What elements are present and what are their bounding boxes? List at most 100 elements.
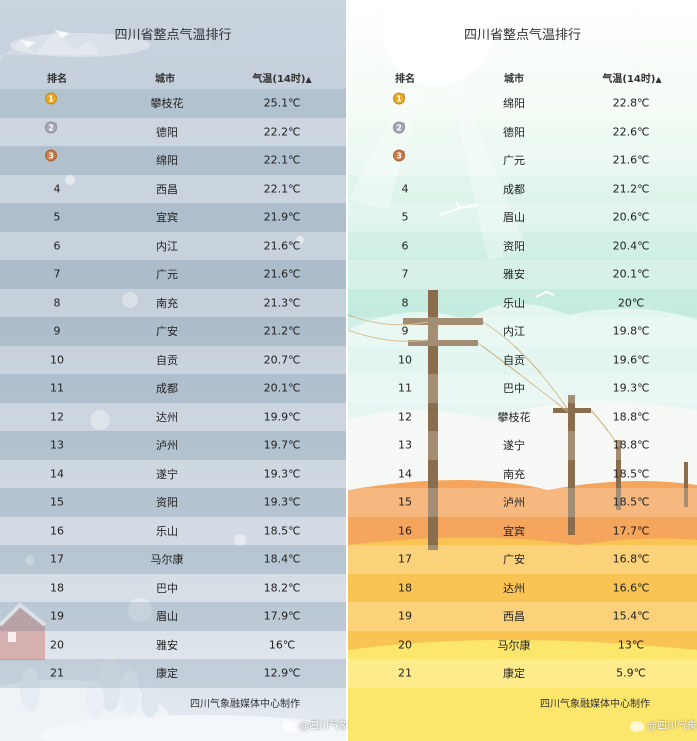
- temperature-value: 18.8℃: [612, 438, 650, 452]
- rank-number: 2: [45, 121, 57, 134]
- rank-number: 6: [401, 239, 409, 253]
- temperature-value: 19.8℃: [612, 324, 650, 338]
- city-column-header: 城市: [504, 74, 524, 85]
- rank-number: 19: [50, 609, 64, 623]
- table-row: 1 绵阳 22.8℃: [348, 89, 697, 118]
- table-row: 11 巴中 19.3℃: [348, 374, 697, 403]
- sort-up-icon: ▲: [305, 75, 312, 84]
- city-name: 雅安: [503, 268, 525, 282]
- weibo-icon: [282, 720, 296, 732]
- right-ranking-panel: 四川省整点气温排行 排名 城市 气温(14时)▲ 1 绵阳 22.8℃ 2 德阳 22.6…: [348, 0, 697, 741]
- city-name: 广安: [503, 553, 525, 567]
- rank-number: 20: [398, 638, 412, 652]
- table-row: 6 资阳 20.4℃: [348, 232, 697, 261]
- rank-number: 14: [398, 467, 412, 481]
- city-name: 绵阳: [503, 97, 525, 111]
- temperature-value: 16℃: [268, 638, 296, 652]
- rank-number: 15: [50, 495, 64, 509]
- temperature-value: 21.6℃: [263, 239, 301, 253]
- city-name: 马尔康: [150, 553, 184, 567]
- temperature-value: 22.2℃: [263, 125, 301, 139]
- city-name: 康定: [503, 667, 525, 681]
- medal-badge: 2: [393, 121, 411, 139]
- rank-number: 12: [50, 410, 64, 424]
- table-row: 12 达州 19.9℃: [0, 402, 346, 431]
- temperature-value: 20.6℃: [612, 210, 650, 224]
- rank-number: 5: [401, 210, 409, 224]
- temperature-value: 21.2℃: [263, 324, 301, 338]
- rank-number: 8: [53, 296, 61, 310]
- city-name: 资阳: [156, 496, 178, 510]
- temperature-value: 21.9℃: [263, 210, 301, 224]
- table-row: 10 自贡 19.6℃: [348, 346, 697, 375]
- temperature-value: 20.7℃: [263, 353, 301, 367]
- city-name: 绵阳: [156, 154, 178, 168]
- table-row: 9 广安 21.2℃: [0, 317, 346, 346]
- city-name: 广安: [156, 325, 178, 339]
- temperature-value: 19.3℃: [263, 467, 301, 481]
- temp-column-header[interactable]: 气温(14时)▲: [252, 70, 311, 85]
- table-row: 16 乐山 18.5℃: [0, 516, 346, 545]
- rank-number: 3: [45, 149, 57, 162]
- rank-number: 6: [53, 239, 61, 253]
- city-name: 巴中: [156, 581, 178, 595]
- summer-scene-background: [348, 0, 697, 741]
- city-name: 资阳: [503, 239, 525, 253]
- temperature-value: 16.6℃: [612, 581, 650, 595]
- table-row: 17 马尔康 18.4℃: [0, 545, 346, 574]
- table-row: 2 德阳 22.6℃: [348, 118, 697, 147]
- table-row: 9 内江 19.8℃: [348, 317, 697, 346]
- footer-credit: 四川气象融媒体中心制作: [190, 699, 300, 710]
- medal-badge: 1: [393, 92, 411, 111]
- watermark-text: @四川气象: [299, 721, 349, 732]
- rank-number: 3: [393, 149, 405, 162]
- table-row: 2 德阳 22.2℃: [0, 117, 346, 146]
- table-row: 11 成都 20.1℃: [0, 374, 346, 403]
- table-row: 4 西昌 22.1℃: [0, 174, 346, 203]
- table-row: 20 雅安 16℃: [0, 630, 346, 659]
- city-name: 康定: [156, 667, 178, 681]
- table-row: 14 遂宁 19.3℃: [0, 459, 346, 488]
- ranking-table: 1 攀枝花 25.1℃ 2 德阳 22.2℃ 3 绵阳 22.1℃ 4 西昌 22.1℃ 5 宜宾 21.9…: [0, 89, 346, 688]
- rank-number: 17: [398, 552, 412, 566]
- rank-number: 1: [393, 92, 405, 105]
- table-row: 1 攀枝花 25.1℃: [0, 89, 346, 118]
- weibo-icon: [630, 720, 644, 732]
- watermark-text: @四川气象: [647, 721, 697, 732]
- table-row: 7 雅安 20.1℃: [348, 260, 697, 289]
- table-row: 5 眉山 20.6℃: [348, 203, 697, 232]
- temperature-value: 18.8℃: [612, 410, 650, 424]
- temperature-value: 15.4℃: [612, 609, 650, 623]
- temperature-value: 22.1℃: [263, 153, 301, 167]
- table-row: 18 达州 16.6℃: [348, 574, 697, 603]
- city-name: 自贡: [156, 353, 178, 367]
- temp-column-header[interactable]: 气温(14时)▲: [602, 70, 661, 85]
- table-row: 8 南充 21.3℃: [0, 288, 346, 317]
- city-name: 广元: [156, 268, 178, 282]
- rank-column-header: 排名: [395, 74, 415, 85]
- ranking-table: 1 绵阳 22.8℃ 2 德阳 22.6℃ 3 广元 21.6℃ 4 成都 21.2℃ 5 眉山 20.6℃…: [348, 89, 697, 688]
- temperature-value: 22.6℃: [612, 125, 650, 139]
- city-name: 德阳: [503, 125, 525, 139]
- city-name: 西昌: [503, 610, 525, 624]
- weibo-watermark: @四川气象: [282, 717, 349, 732]
- rank-number: 16: [50, 524, 64, 538]
- rank-number: 21: [398, 666, 412, 680]
- rank-number: 1: [45, 92, 57, 105]
- city-name: 攀枝花: [497, 410, 531, 424]
- table-row: 10 自贡 20.7℃: [0, 345, 346, 374]
- city-name: 达州: [156, 410, 178, 424]
- table-header: 排名 城市 气温(14时)▲: [0, 68, 346, 86]
- temperature-value: 19.3℃: [263, 495, 301, 509]
- temperature-value: 22.8℃: [612, 96, 650, 110]
- rank-number: 7: [401, 267, 409, 281]
- panel-divider: [346, 0, 348, 741]
- rank-number: 11: [398, 381, 412, 395]
- city-name: 眉山: [156, 610, 178, 624]
- temperature-value: 18.5℃: [263, 524, 301, 538]
- rank-number: 9: [401, 324, 409, 338]
- table-row: 3 绵阳 22.1℃: [0, 146, 346, 175]
- table-row: 13 遂宁 18.8℃: [348, 431, 697, 460]
- weibo-watermark: @四川气象: [630, 717, 697, 732]
- table-row: 14 南充 18.5℃: [348, 460, 697, 489]
